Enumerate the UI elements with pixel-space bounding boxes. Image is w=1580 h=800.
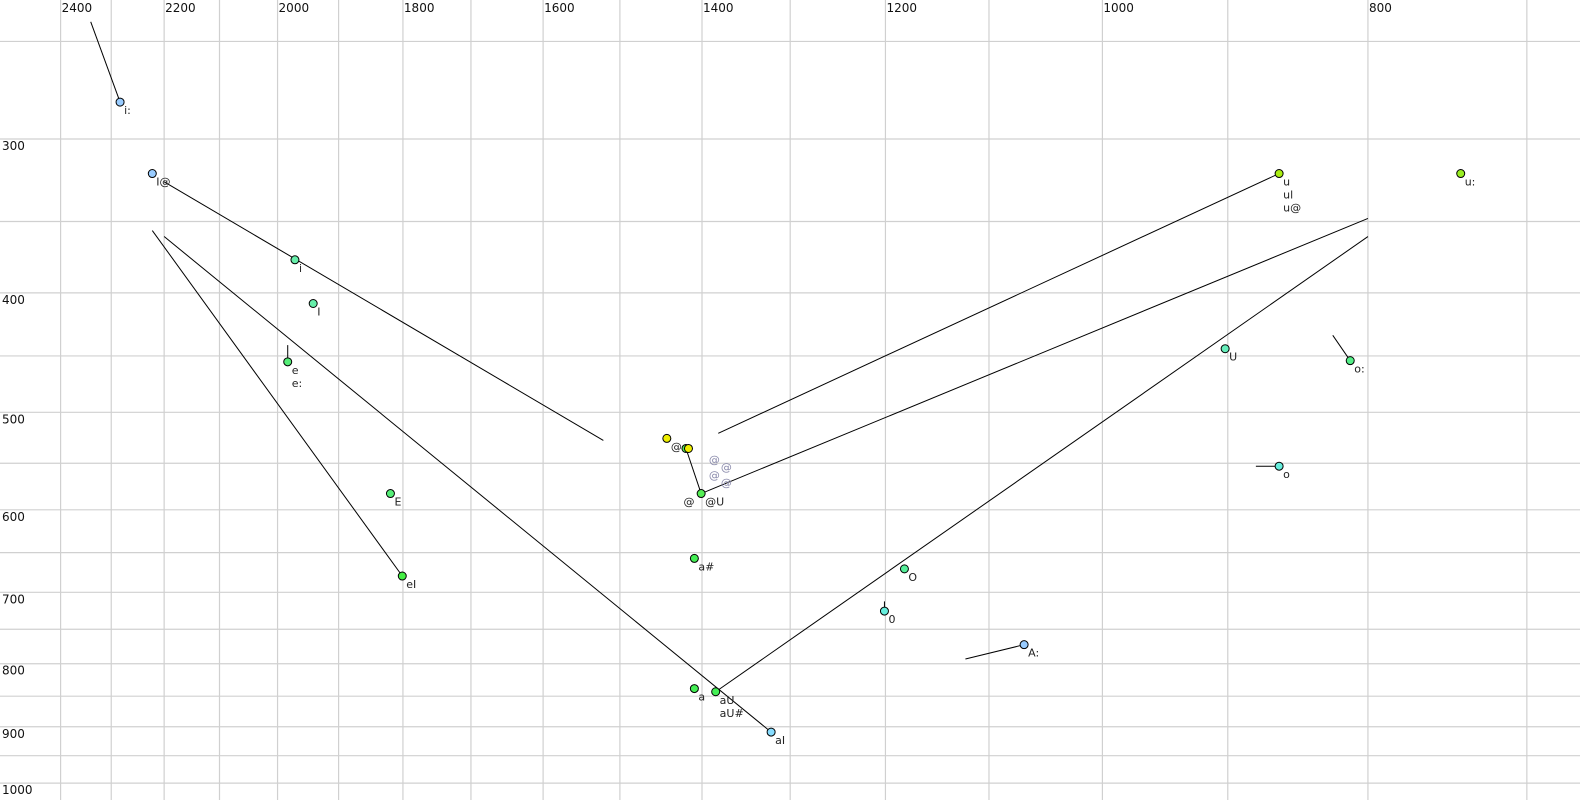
point-label: aU (720, 694, 735, 707)
point-label: i: (124, 104, 131, 117)
annotation-label: @ (721, 476, 732, 489)
data-point (879, 606, 889, 616)
point-trail (90, 21, 121, 103)
y-tick-label: 400 (2, 293, 25, 307)
trajectory-line (718, 173, 1280, 434)
point-label: I@ (156, 176, 170, 189)
y-tick-label: 900 (2, 727, 25, 741)
annotation-label: @ (683, 496, 694, 509)
data-point (1345, 356, 1355, 366)
data-point (662, 433, 672, 443)
point-trail (965, 644, 1025, 660)
data-point (1274, 169, 1284, 179)
x-tick-label: 1600 (544, 1, 575, 15)
point-label: u (1283, 176, 1290, 189)
data-point (689, 684, 699, 694)
data-point (683, 443, 693, 453)
trajectory-line (163, 236, 772, 733)
x-tick-label: 1400 (703, 1, 734, 15)
x-tick-label: 800 (1369, 1, 1392, 15)
data-point (1220, 344, 1230, 354)
point-label: i (299, 262, 302, 275)
point-label: a# (698, 560, 714, 573)
data-point (1274, 461, 1284, 471)
trajectory-line (151, 230, 403, 577)
point-label: I (317, 306, 320, 319)
axis-ticks: 2400 2200 2000 1800 1600 1400 1200 1000 800 300 40… (2, 1, 1392, 797)
data-point (766, 727, 776, 737)
point-label: u: (1465, 176, 1476, 189)
point-label: E (394, 496, 401, 509)
annotation-label: @ (709, 453, 720, 466)
data-point (899, 564, 909, 574)
annotation-label: @ (709, 469, 720, 482)
data-point (147, 169, 157, 179)
trajectory-line (715, 236, 1369, 693)
x-tick-label: 1800 (404, 1, 435, 15)
y-tick-label: 700 (2, 592, 25, 606)
data-point (689, 553, 699, 563)
point-trail (1332, 335, 1351, 361)
x-tick-label: 2200 (165, 1, 196, 15)
point-label: e: (292, 377, 302, 390)
y-tick-label: 600 (2, 510, 25, 524)
point-label: @ (671, 440, 682, 453)
data-point (290, 255, 300, 265)
data-point (1019, 640, 1029, 650)
y-tick-label: 300 (2, 139, 25, 153)
trajectory-line (163, 181, 604, 441)
point-label: eI (406, 578, 416, 591)
trajectory-line (700, 217, 1369, 495)
point-label: e (292, 364, 299, 377)
data-point (385, 489, 395, 499)
x-tick-label: 1200 (886, 1, 917, 15)
point-label: A: (1028, 647, 1039, 660)
data-point (696, 489, 706, 499)
point-label: aU# (720, 707, 744, 720)
point-label: aI (775, 734, 785, 747)
y-tick-label: 800 (2, 664, 25, 678)
data-point (1456, 169, 1466, 179)
annotation-label: @ (721, 461, 732, 474)
data-point (397, 571, 407, 581)
point-label: U (1229, 351, 1237, 364)
point-label: a (698, 691, 705, 704)
point-label: @U (705, 496, 724, 509)
x-tick-label: 2400 (62, 1, 93, 15)
data-point (711, 687, 721, 697)
data-point (308, 299, 318, 309)
data-point (115, 97, 125, 107)
point-trail (685, 448, 702, 494)
point-label: 0 (888, 613, 895, 626)
trajectories (151, 173, 1369, 733)
point-label: u@ (1283, 202, 1301, 215)
point-label: O (908, 571, 917, 584)
y-tick-label: 500 (2, 412, 25, 426)
data-point (283, 357, 293, 367)
point-label: o (1283, 468, 1290, 481)
point-label: o: (1354, 363, 1364, 376)
y-tick-label: 1000 (2, 783, 33, 797)
x-tick-label: 1000 (1103, 1, 1134, 15)
point-label: ul (1283, 189, 1293, 202)
x-tick-label: 2000 (279, 1, 310, 15)
